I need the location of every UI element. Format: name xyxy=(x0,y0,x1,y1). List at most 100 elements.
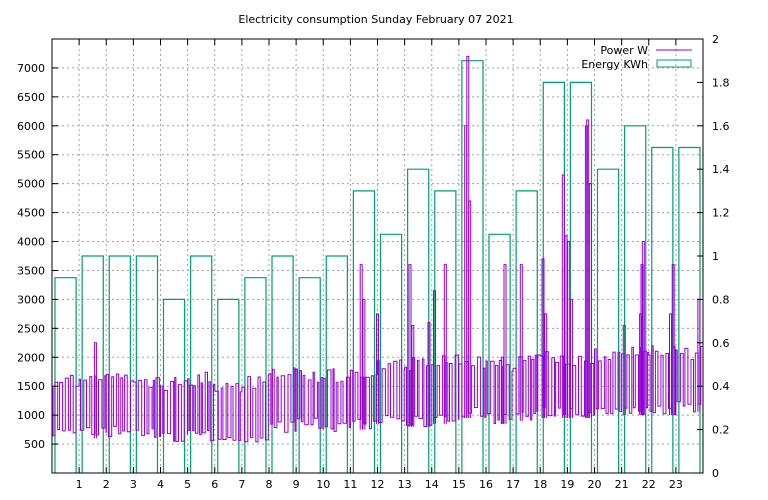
plot-border xyxy=(51,38,704,474)
y2-tick-label: 1.2 xyxy=(712,207,730,220)
energy-bar xyxy=(488,233,511,473)
energy-bar xyxy=(81,255,104,473)
power-spike xyxy=(411,324,415,427)
energy-bar xyxy=(515,190,538,473)
power-spike xyxy=(567,241,571,419)
y-tick-label: 4000 xyxy=(17,236,45,249)
x-tick-label: 5 xyxy=(184,478,191,491)
y-tick-label: 5000 xyxy=(17,178,45,191)
power-spike xyxy=(503,264,507,424)
y-tick-label: 4500 xyxy=(17,207,45,220)
power-spike xyxy=(697,298,701,413)
power-spike xyxy=(443,264,447,424)
legend-label-power: Power W xyxy=(600,44,648,57)
legend-label-energy: Energy KWh xyxy=(581,58,648,71)
y-tick-label: 1500 xyxy=(17,380,45,393)
y-tick-label: 6500 xyxy=(17,91,45,104)
chart-title: Electricity consumption Sunday February … xyxy=(238,13,513,26)
energy-bar xyxy=(596,168,620,473)
x-tick-label: 23 xyxy=(669,478,683,491)
power-spike xyxy=(669,313,672,416)
y2-tick-label: 0.6 xyxy=(712,337,730,350)
x-tick-label: 11 xyxy=(343,478,357,491)
power-spike xyxy=(561,174,565,419)
power-spike xyxy=(376,313,379,424)
power-series xyxy=(52,55,703,443)
power-spike xyxy=(500,356,504,424)
y-tick-label: 5500 xyxy=(17,149,45,162)
energy-bar xyxy=(135,255,159,473)
x-tick-label: 20 xyxy=(588,478,602,491)
y-tick-label: 3500 xyxy=(17,264,45,277)
legend-swatch-energy xyxy=(656,59,692,68)
energy-bar xyxy=(190,255,213,473)
power-spike xyxy=(622,324,626,416)
x-tick-label: 10 xyxy=(316,478,330,491)
x-tick-label: 13 xyxy=(398,478,412,491)
power-spike xyxy=(433,290,436,424)
y-tick-label: 3000 xyxy=(17,293,45,306)
power-spike xyxy=(93,342,97,439)
energy-bar xyxy=(461,60,484,473)
axes: 1 2 3 4 5 6 7 8 9 10 11 12 13 14 15 16 17 18 19 20 21 22 23500… xyxy=(17,33,730,491)
y-tick-label: 6000 xyxy=(17,120,45,133)
x-tick-label: 2 xyxy=(103,478,110,491)
energy-bar xyxy=(108,255,131,473)
energy-bar xyxy=(54,277,77,473)
y2-tick-label: 2 xyxy=(712,33,719,46)
x-tick-label: 3 xyxy=(130,478,137,491)
power-spike xyxy=(359,264,363,430)
x-tick-label: 16 xyxy=(479,478,493,491)
power-spike xyxy=(569,298,573,419)
x-tick-label: 18 xyxy=(533,478,547,491)
power-spike xyxy=(468,200,472,419)
x-tick-label: 8 xyxy=(266,478,273,491)
energy-bar xyxy=(434,190,457,473)
power-spike xyxy=(519,264,523,421)
x-tick-label: 17 xyxy=(506,478,520,491)
power-spike xyxy=(564,235,568,419)
power-spike xyxy=(586,119,590,419)
power-spike xyxy=(671,264,675,416)
x-tick-label: 7 xyxy=(238,478,245,491)
energy-bar xyxy=(651,146,674,473)
x-tick-label: 21 xyxy=(615,478,629,491)
y2-tick-label: 1.8 xyxy=(712,76,730,89)
energy-bar xyxy=(407,168,430,473)
x-tick-label: 1 xyxy=(76,478,83,491)
x-tick-label: 6 xyxy=(211,478,218,491)
y-tick-label: 2000 xyxy=(17,351,45,364)
y2-tick-label: 1 xyxy=(712,250,719,263)
y2-tick-label: 1.4 xyxy=(712,163,730,176)
x-tick-label: 22 xyxy=(642,478,656,491)
y2-tick-label: 0.4 xyxy=(712,380,730,393)
power-spike xyxy=(544,313,548,419)
x-tick-label: 9 xyxy=(293,478,300,491)
energy-bar xyxy=(271,255,294,473)
power-spike xyxy=(408,264,412,427)
energy-bar xyxy=(298,277,321,473)
power-spike xyxy=(362,298,366,430)
y-tick-label: 7000 xyxy=(17,62,45,75)
y2-tick-label: 0 xyxy=(712,467,719,480)
power-spike xyxy=(588,183,592,419)
y-tick-label: 1000 xyxy=(17,409,45,422)
energy-bar xyxy=(244,277,267,473)
power-spike xyxy=(641,241,645,416)
energy-bar xyxy=(678,146,701,473)
y-tick-label: 500 xyxy=(24,438,45,451)
power-spike xyxy=(541,258,545,419)
y2-tick-label: 0.8 xyxy=(712,293,730,306)
y2-tick-label: 1.6 xyxy=(712,120,730,133)
y-tick-label: 2500 xyxy=(17,322,45,335)
energy-bar xyxy=(352,190,376,473)
x-tick-label: 4 xyxy=(157,478,164,491)
legend: Power W Energy KWh xyxy=(581,44,692,71)
x-tick-label: 14 xyxy=(425,478,439,491)
power-line xyxy=(52,345,703,443)
energy-bar xyxy=(379,233,403,473)
energy-bar xyxy=(624,125,647,473)
power-spike xyxy=(427,322,431,427)
